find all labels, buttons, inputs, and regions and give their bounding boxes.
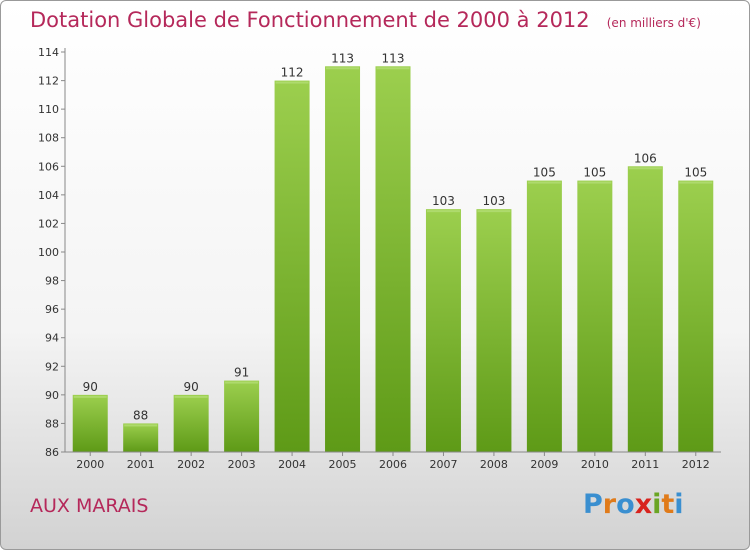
logo-letter: t [661, 489, 675, 520]
bar-value-label: 103 [432, 194, 455, 208]
x-tick-label: 2010 [581, 458, 609, 471]
bar-2009 [526, 180, 562, 453]
logo-letter: P [583, 489, 603, 520]
bar-2003 [224, 380, 260, 452]
y-tick-label: 112 [38, 75, 59, 88]
bar-2004 [274, 80, 310, 453]
y-tick-label: 108 [38, 132, 59, 145]
y-tick-label: 106 [38, 160, 59, 173]
bar-2010 [577, 180, 613, 453]
commune-name: AUX MARAIS [30, 495, 149, 517]
bar-2000 [72, 394, 108, 452]
y-tick-label: 96 [45, 303, 59, 316]
logo-letter: i [674, 489, 684, 520]
y-tick-label: 104 [38, 189, 59, 202]
bar-highlight [527, 181, 561, 184]
bar-highlight [426, 210, 460, 213]
bar-highlight [628, 167, 662, 170]
x-tick-label: 2006 [379, 458, 407, 471]
chart-subtitle: (en milliers d'€) [606, 16, 701, 30]
y-tick-label: 86 [45, 446, 59, 459]
bar-value-label: 113 [331, 51, 354, 65]
x-tick-label: 2011 [631, 458, 659, 471]
bar-2002 [173, 394, 209, 452]
x-tick-label: 2002 [177, 458, 205, 471]
bar-value-label: 105 [583, 166, 606, 180]
bar-highlight [73, 395, 107, 398]
chart-title: Dotation Globale de Fonctionnement de 20… [30, 8, 590, 32]
x-tick-label: 2008 [480, 458, 508, 471]
x-tick-label: 2000 [76, 458, 104, 471]
logo-letter: o [616, 489, 635, 520]
bar-highlight [275, 81, 309, 84]
x-tick-label: 2004 [278, 458, 306, 471]
bar-value-label: 106 [634, 151, 657, 165]
x-tick-label: 2009 [530, 458, 558, 471]
bar-value-label: 105 [684, 166, 707, 180]
x-axis: 2000 2001 2002 2003 2004 2005 2006 2007 2008 2009… [65, 451, 721, 471]
y-tick-label: 114 [38, 46, 59, 59]
logo-letter: r [602, 489, 617, 520]
bar-highlight [225, 381, 259, 384]
x-tick-label: 2012 [682, 458, 710, 471]
title-row: Dotation Globale de Fonctionnement de 20… [30, 8, 701, 32]
logo-letter: x [634, 489, 653, 520]
bar-value-label: 113 [382, 51, 405, 65]
bar-highlight [578, 181, 612, 184]
bar-highlight [477, 210, 511, 213]
y-axis: 86 88 90 92 94 96 98 100 102 104 106 108 110 112 114 [38, 46, 66, 459]
bar-highlight [326, 67, 360, 70]
bar-2005 [325, 66, 361, 453]
x-tick-label: 2001 [127, 458, 155, 471]
bar-value-label: 112 [281, 66, 304, 80]
y-tick-label: 98 [45, 275, 59, 288]
bar-value-label: 88 [133, 408, 148, 422]
x-tick-label: 2005 [329, 458, 357, 471]
bar-2007 [425, 209, 461, 452]
logo-letter: i [652, 489, 662, 520]
bar-value-label: 90 [184, 380, 199, 394]
y-tick-label: 102 [38, 217, 59, 230]
bar-value-label: 103 [482, 194, 505, 208]
y-tick-label: 94 [45, 332, 59, 345]
bar-highlight [679, 181, 713, 184]
bar-2001 [123, 423, 159, 452]
y-tick-label: 88 [45, 417, 59, 430]
bar-value-label: 90 [83, 380, 98, 394]
y-tick-label: 90 [45, 389, 59, 402]
bar-2012 [678, 180, 714, 453]
y-tick-label: 100 [38, 246, 59, 259]
bar-highlight [376, 67, 410, 70]
bars: 90 88 90 91 112 113 113 103 103 105 105 106 105 [72, 51, 714, 453]
bar-highlight [124, 424, 158, 427]
bar-value-label: 105 [533, 166, 556, 180]
y-tick-label: 92 [45, 360, 59, 373]
y-tick-label: 110 [38, 103, 59, 116]
proxiti-logo[interactable]: Proxiti [583, 489, 684, 520]
x-tick-label: 2003 [228, 458, 256, 471]
bar-value-label: 91 [234, 366, 249, 380]
bar-highlight [174, 395, 208, 398]
bar-2008 [476, 209, 512, 452]
bar-2011 [627, 166, 663, 453]
x-tick-label: 2007 [429, 458, 457, 471]
bar-2006 [375, 66, 411, 453]
